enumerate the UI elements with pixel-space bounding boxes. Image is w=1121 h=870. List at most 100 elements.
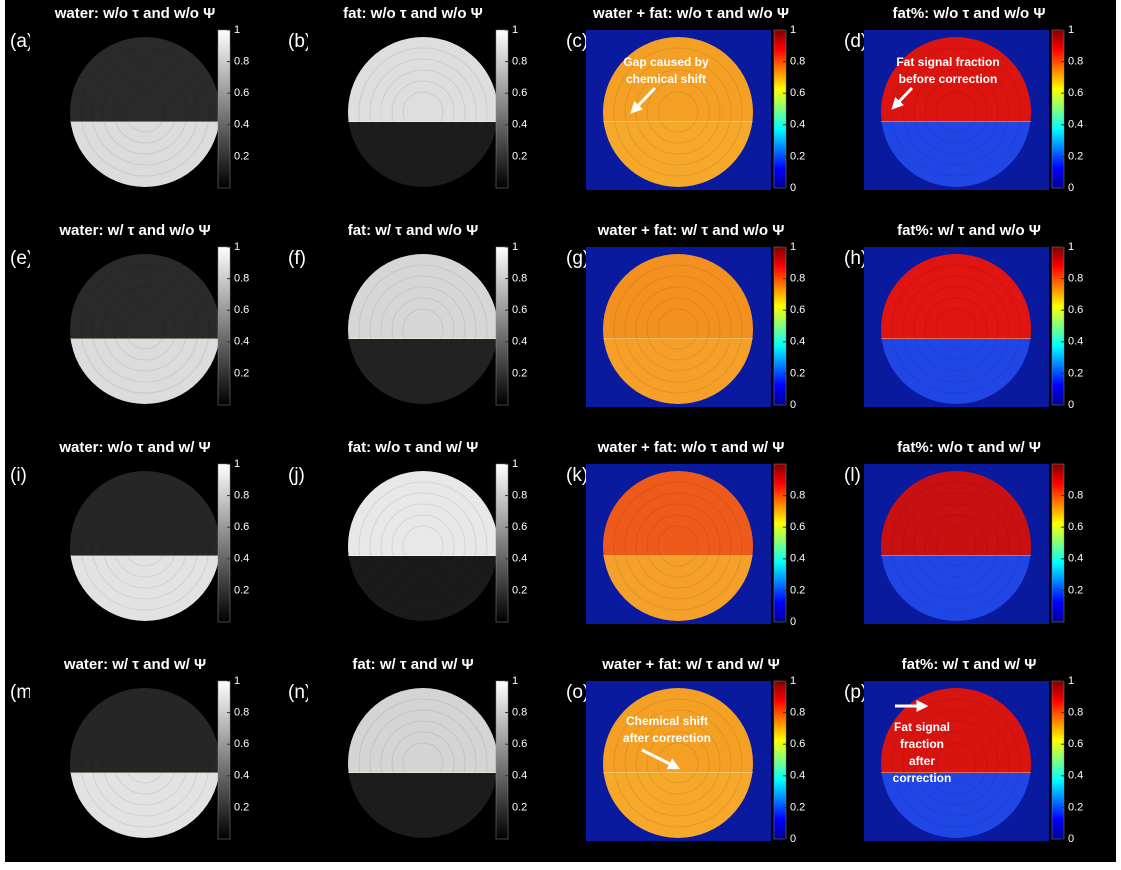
colorbar — [774, 30, 786, 188]
panel-title: fat%: w/o τ and w/ Ψ — [897, 439, 1041, 456]
colorbar-tick-label: 1 — [234, 241, 240, 253]
panel-title: water: w/o τ and w/ Ψ — [58, 439, 210, 456]
colorbar-tick-label: 0.6 — [1068, 521, 1083, 533]
panel-title: water + fat: w/o τ and w/ Ψ — [597, 439, 785, 456]
colorbar-tick-label: 0.2 — [1068, 584, 1083, 596]
panel-label: (h) — [844, 248, 867, 269]
colorbar-tick-label: 0.6 — [790, 87, 805, 99]
panel-title: water + fat: w/o τ and w/o Ψ — [592, 5, 789, 22]
panel-label: (c) — [566, 31, 588, 52]
colorbar-tick-label: 0.2 — [512, 150, 527, 162]
panel-label: (l) — [844, 465, 861, 486]
annotation: Gap caused by — [623, 55, 709, 69]
colorbar-tick-label: 0.4 — [234, 770, 249, 782]
colorbar-tick-label: 1 — [512, 241, 518, 253]
colorbar-tick-label: 0.8 — [1068, 707, 1083, 719]
annotation: Chemical shift — [626, 714, 708, 728]
panel-title: fat: w/o τ and w/o Ψ — [343, 5, 483, 22]
colorbar-tick-label: 0.2 — [234, 150, 249, 162]
annotation: before correction — [899, 72, 998, 86]
colorbar-tick-label: 0.8 — [512, 490, 527, 502]
colorbar-tick-label: 0.4 — [234, 553, 249, 565]
colorbar-tick-label: 0.8 — [512, 273, 527, 285]
colorbar — [1052, 681, 1064, 839]
colorbar-tick-label: 0.8 — [790, 273, 805, 285]
annotation: Fat signal — [894, 720, 950, 734]
panel-title: water: w/ τ and w/o Ψ — [58, 222, 210, 239]
colorbar-tick-label: 0.6 — [790, 521, 805, 533]
colorbar-tick-label: 0.8 — [790, 490, 805, 502]
colorbar-tick-label: 0.8 — [234, 707, 249, 719]
colorbar-tick-label: 0.4 — [512, 336, 527, 348]
colorbar-tick-label: 0.8 — [234, 56, 249, 68]
colorbar-tick-label: 0.8 — [1068, 56, 1083, 68]
panel-label: (i) — [10, 465, 27, 486]
colorbar-tick-label: 0.2 — [790, 584, 805, 596]
panel-label: (d) — [844, 31, 867, 52]
colorbar-tick-label: 0.2 — [790, 150, 805, 162]
figure: water: w/o τ and w/o Ψ(a)0.20.40.60.81fa… — [0, 0, 1121, 870]
panel-title: fat: w/o τ and w/ Ψ — [348, 439, 479, 456]
colorbar — [218, 681, 230, 839]
colorbar-tick-label: 1 — [790, 675, 796, 687]
colorbar-tick-label: 0.6 — [234, 87, 249, 99]
colorbar-tick-label: 0 — [790, 182, 796, 194]
colorbar-tick-label: 1 — [512, 24, 518, 36]
colorbar-tick-label: 0.8 — [790, 56, 805, 68]
colorbar-tick-label: 0 — [790, 833, 796, 845]
colorbar — [496, 30, 508, 188]
colorbar-tick-label: 0.8 — [1068, 490, 1083, 502]
colorbar-tick-label: 1 — [1068, 241, 1074, 253]
colorbar — [774, 681, 786, 839]
colorbar-tick-label: 0.2 — [512, 367, 527, 379]
colorbar-tick-label: 0.8 — [1068, 273, 1083, 285]
colorbar-tick-label: 0.4 — [234, 336, 249, 348]
colorbar-tick-label: 0.2 — [1068, 367, 1083, 379]
colorbar-tick-label: 0.2 — [512, 584, 527, 596]
colorbar-tick-label: 1 — [234, 24, 240, 36]
colorbar-tick-label: 0.6 — [1068, 87, 1083, 99]
panel-title: fat: w/ τ and w/ Ψ — [352, 656, 473, 673]
colorbar-tick-label: 0.4 — [1068, 553, 1083, 565]
colorbar-tick-label: 0.4 — [790, 770, 805, 782]
panel-label: (k) — [566, 465, 588, 486]
panel-label: (a) — [10, 31, 33, 52]
colorbar-tick-label: 0.6 — [790, 738, 805, 750]
colorbar-tick-label: 0.4 — [1068, 336, 1083, 348]
colorbar-tick-label: 0.2 — [234, 584, 249, 596]
colorbar-tick-label: 1 — [512, 458, 518, 470]
panel-title: water: w/ τ and w/ Ψ — [63, 656, 206, 673]
colorbar-tick-label: 0 — [790, 616, 796, 628]
annotation: chemical shift — [626, 72, 706, 86]
colorbar-tick-label: 0.4 — [1068, 770, 1083, 782]
colorbar-tick-label: 1 — [234, 675, 240, 687]
annotation: after — [909, 754, 935, 768]
colorbar-tick-label: 1 — [790, 241, 796, 253]
colorbar-tick-label: 0.6 — [512, 87, 527, 99]
panel-label: (f) — [288, 248, 306, 269]
colorbar-tick-label: 0.4 — [512, 770, 527, 782]
colorbar-tick-label: 0.2 — [1068, 150, 1083, 162]
colorbar-tick-label: 0.4 — [234, 119, 249, 131]
colorbar-tick-label: 0.8 — [234, 273, 249, 285]
colorbar-tick-label: 1 — [790, 24, 796, 36]
colorbar-tick-label: 0.8 — [512, 56, 527, 68]
colorbar-tick-label: 0.2 — [1068, 801, 1083, 813]
panel-title: fat%: w/ τ and w/ Ψ — [902, 656, 1037, 673]
panel-title: fat: w/ τ and w/o Ψ — [348, 222, 479, 239]
annotation: fraction — [900, 737, 944, 751]
colorbar-tick-label: 0.6 — [234, 738, 249, 750]
colorbar-tick-label: 0 — [1068, 833, 1074, 845]
colorbar — [774, 247, 786, 405]
panel-label: (p) — [844, 682, 867, 703]
colorbar — [1052, 464, 1064, 622]
panel-label: (g) — [566, 248, 589, 269]
panel-title: fat%: w/ τ and w/o Ψ — [897, 222, 1041, 239]
colorbar-tick-label: 1 — [1068, 675, 1074, 687]
colorbar-tick-label: 0.4 — [512, 553, 527, 565]
colorbar-tick-label: 1 — [1068, 24, 1074, 36]
colorbar-tick-label: 0.2 — [790, 801, 805, 813]
colorbar — [1052, 247, 1064, 405]
colorbar-tick-label: 0.8 — [234, 490, 249, 502]
colorbar — [218, 247, 230, 405]
